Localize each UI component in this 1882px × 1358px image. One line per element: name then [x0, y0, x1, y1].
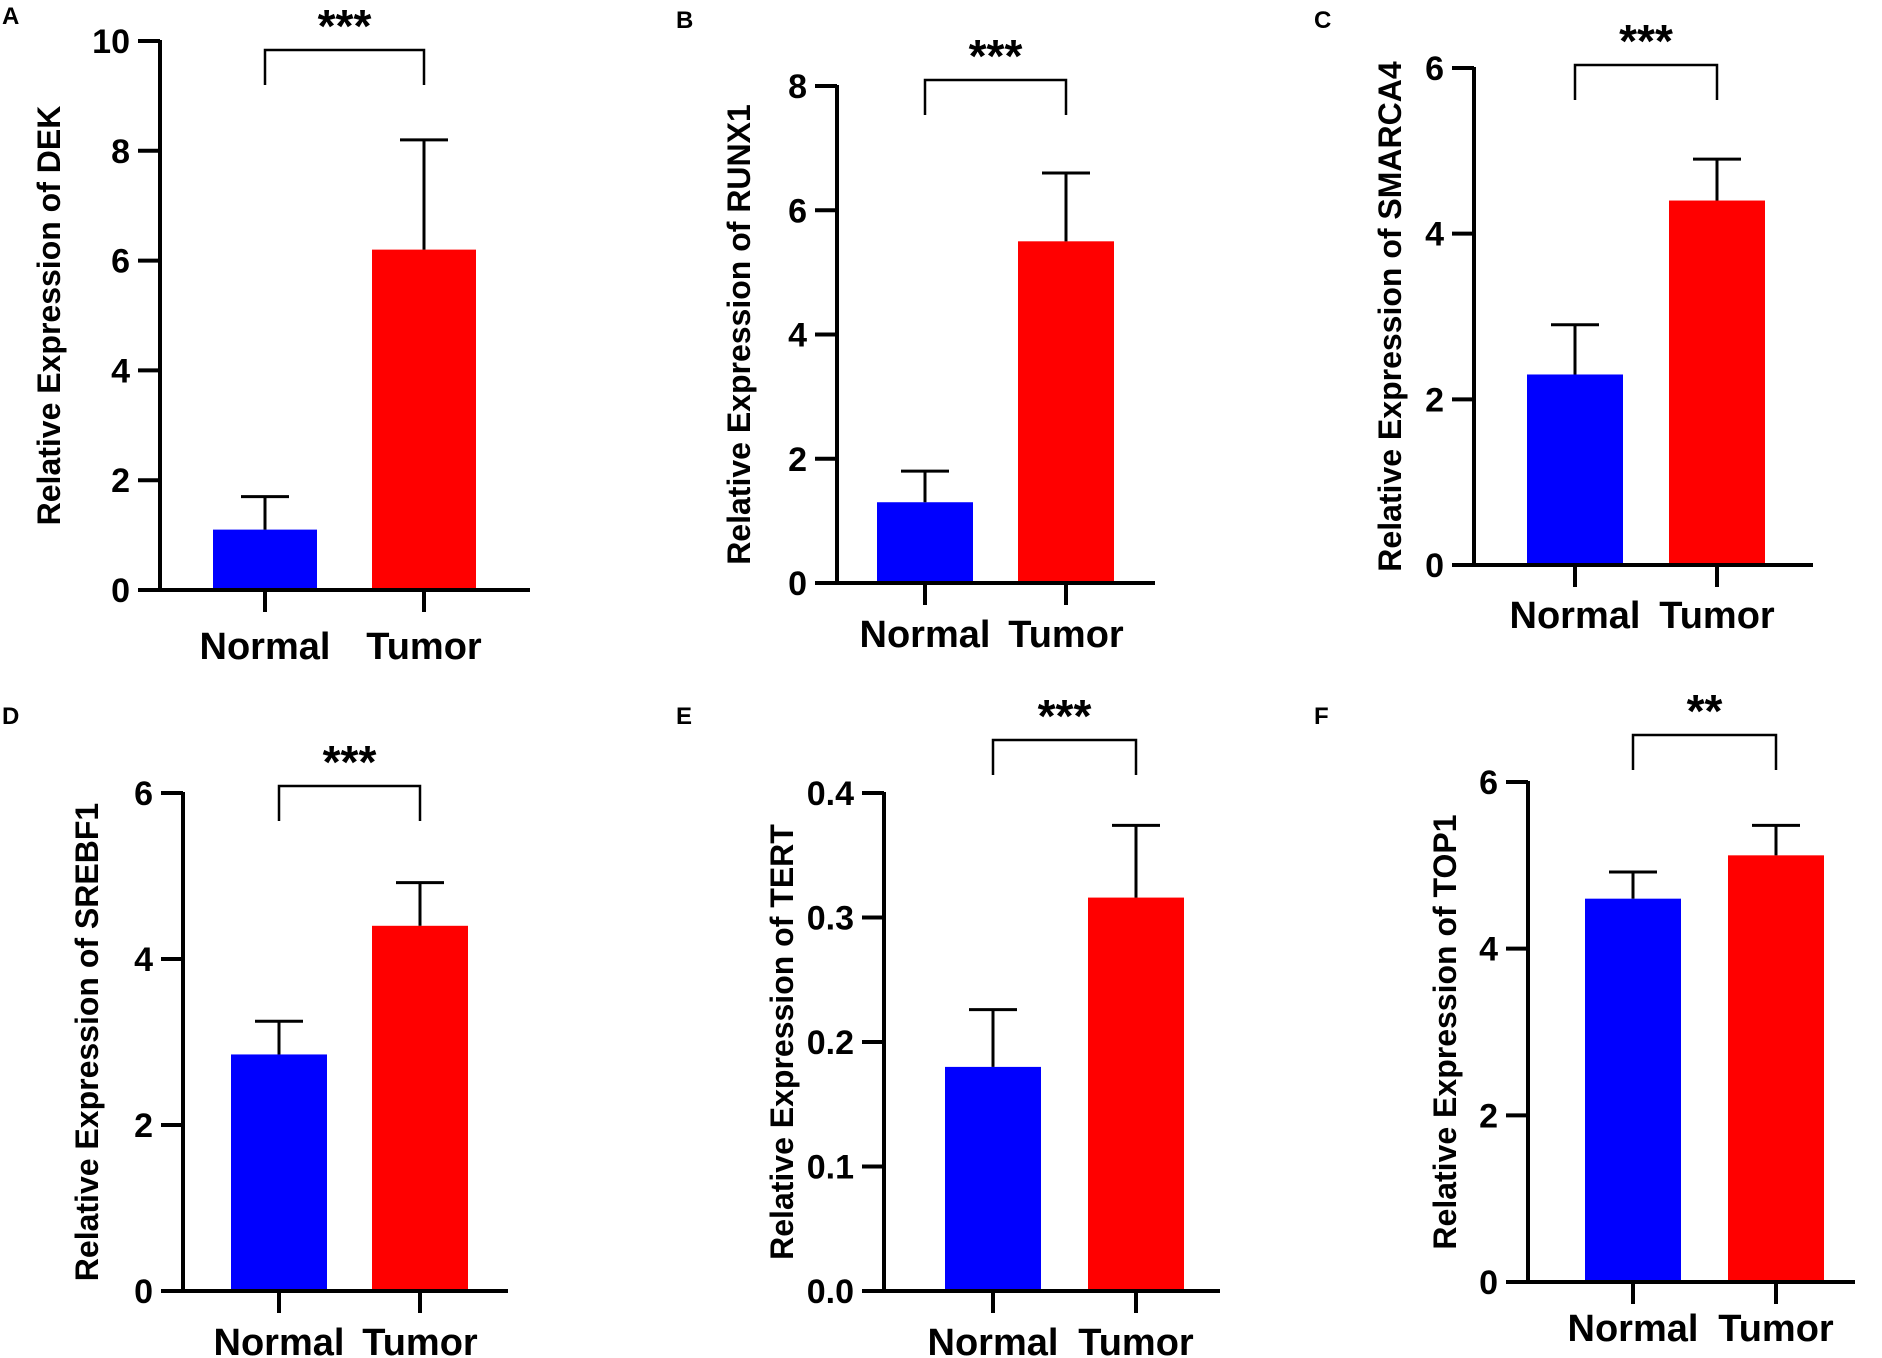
category-label-tumor: Tumor	[1718, 1308, 1834, 1350]
panel-letter: A	[2, 3, 19, 30]
panel-a: A 0 2 4 6 8 10 Normal Tumor Relative Expression o…	[2, 0, 530, 668]
category-label-normal: Normal	[1568, 1308, 1699, 1350]
y-tick-label: 0.3	[807, 900, 854, 938]
y-tick-label: 0.0	[807, 1273, 854, 1311]
panel-e: E 0.0 0.1 0.2 0.3 0.4 Normal Tumor Relative Expr…	[676, 690, 1220, 1358]
significance-stars: ***	[1619, 15, 1673, 67]
y-tick-label: 4	[111, 352, 130, 390]
y-tick-label: 0	[788, 565, 807, 603]
panel-c: C 0 2 4 6 Normal Tumor Relative Expression of S…	[1314, 7, 1813, 637]
y-tick-label: 8	[111, 133, 130, 171]
panel-d: D 0 2 4 6 Normal Tumor Relative Expression of S…	[2, 703, 508, 1358]
significance-stars: **	[1687, 685, 1723, 737]
y-axis-title: Relative Expression of RUNX1	[721, 104, 757, 565]
y-tick-label: 2	[788, 441, 807, 479]
bar-tumor	[372, 925, 468, 1291]
y-tick-label: 0.4	[807, 775, 854, 813]
significance-stars: ***	[969, 30, 1023, 82]
significance-stars: ***	[318, 0, 372, 52]
y-tick-label: 8	[788, 68, 807, 106]
significance-bracket	[1631, 733, 1778, 770]
bar-tumor	[1088, 897, 1184, 1291]
y-tick-label: 0.2	[807, 1024, 854, 1062]
significance-bracket	[1573, 63, 1719, 100]
panel-f: F 0 2 4 6 Normal Tumor Relative Expression of T…	[1314, 685, 1855, 1350]
y-tick-label: 0	[1479, 1264, 1498, 1302]
bar-tumor	[372, 249, 476, 590]
bar-normal	[1527, 374, 1623, 565]
y-tick-label: 0	[134, 1273, 153, 1311]
y-axis-title: Relative Expression of DEK	[31, 106, 67, 526]
bar-normal	[877, 502, 973, 583]
bar-normal	[1585, 898, 1681, 1282]
y-tick-label: 6	[111, 243, 130, 281]
y-axis-title: Relative Expression of TOP1	[1427, 814, 1463, 1249]
significance-bracket	[923, 78, 1068, 115]
y-tick-label: 2	[134, 1107, 153, 1145]
panel-letter: E	[676, 703, 692, 730]
bar-normal	[213, 529, 317, 590]
bar-normal	[231, 1054, 327, 1291]
y-tick-label: 6	[788, 192, 807, 230]
category-label-tumor: Tumor	[1008, 614, 1124, 656]
y-tick-label: 0	[1425, 547, 1444, 585]
category-label-tumor: Tumor	[1659, 595, 1775, 637]
category-label-normal: Normal	[928, 1322, 1059, 1358]
significance-bracket	[263, 48, 426, 85]
y-tick-label: 2	[1479, 1097, 1498, 1135]
y-axis-title: Relative Expression of SREBF1	[69, 803, 105, 1281]
y-axis-title: Relative Expression of SMARCA4	[1372, 61, 1408, 572]
y-tick-label: 4	[788, 317, 807, 355]
bar-tumor	[1018, 241, 1114, 583]
bar-tumor	[1669, 200, 1765, 566]
y-tick-label: 6	[1425, 50, 1444, 88]
significance-stars: ***	[323, 736, 377, 788]
bar-tumor	[1728, 855, 1824, 1282]
y-tick-label: 6	[1479, 764, 1498, 802]
category-label-tumor: Tumor	[362, 1322, 478, 1358]
significance-stars: ***	[1038, 690, 1092, 742]
y-tick-label: 6	[134, 775, 153, 813]
y-tick-label: 0	[111, 572, 130, 610]
category-label-tumor: Tumor	[366, 626, 482, 668]
category-label-normal: Normal	[1510, 595, 1641, 637]
y-tick-label: 4	[1425, 216, 1444, 254]
y-tick-label: 4	[1479, 931, 1498, 969]
category-label-normal: Normal	[214, 1322, 345, 1358]
significance-bracket	[991, 738, 1138, 775]
panel-letter: C	[1314, 7, 1331, 34]
y-tick-label: 2	[1425, 381, 1444, 419]
y-tick-label: 4	[134, 941, 153, 979]
y-axis-title: Relative Expression of TERT	[764, 824, 800, 1260]
category-label-normal: Normal	[860, 614, 991, 656]
bar-normal	[945, 1066, 1041, 1291]
category-label-tumor: Tumor	[1078, 1322, 1194, 1358]
y-tick-label: 2	[111, 462, 130, 500]
significance-bracket	[277, 784, 422, 821]
panel-letter: B	[676, 7, 693, 34]
panel-b: B 0 2 4 6 8 Normal Tumor Relative Expression of …	[676, 7, 1155, 656]
y-tick-label: 0.1	[807, 1149, 854, 1187]
y-tick-label: 10	[92, 23, 130, 61]
panel-letter: F	[1314, 703, 1329, 730]
panel-letter: D	[2, 703, 19, 730]
category-label-normal: Normal	[200, 626, 331, 668]
